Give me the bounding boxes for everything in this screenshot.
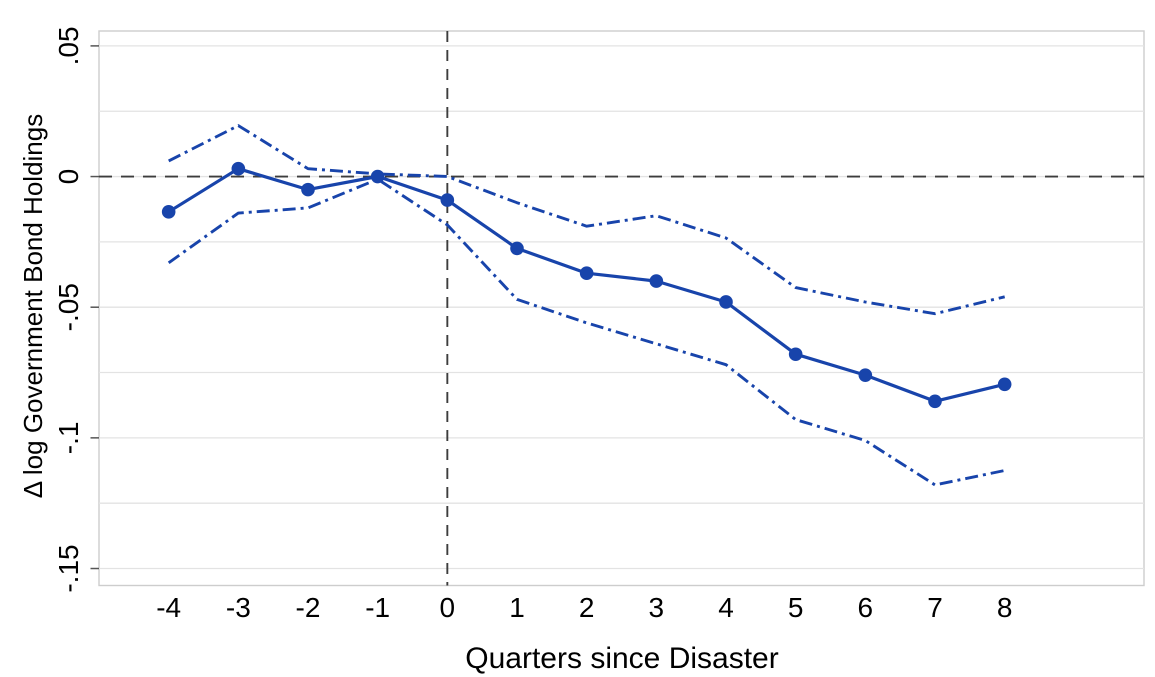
x-tick-label: 8	[997, 592, 1013, 623]
ci-upper-line	[168, 124, 1006, 316]
data-point-marker	[858, 368, 873, 382]
x-tick-label: 3	[649, 592, 665, 623]
plot-frame	[98, 30, 1145, 587]
x-tick-label: 6	[858, 592, 874, 623]
data-point-marker	[649, 274, 664, 288]
x-tick-label: -4	[156, 592, 181, 623]
data-point-marker	[719, 295, 733, 309]
point-estimate-line	[167, 167, 1006, 403]
x-tick-label: 1	[509, 592, 525, 623]
x-tick-label: 2	[579, 592, 595, 623]
x-tick-label: 4	[718, 592, 734, 623]
x-tick-label: 7	[927, 592, 943, 623]
data-point-marker	[788, 347, 803, 362]
data-point-marker	[510, 241, 524, 256]
x-tick-label: -3	[226, 592, 251, 623]
data-point-marker	[579, 266, 594, 281]
y-tick-label: -.15	[53, 544, 84, 592]
x-axis-title: Quarters since Disaster	[465, 642, 779, 675]
data-point-marker	[231, 161, 246, 176]
data-point-marker	[161, 205, 176, 219]
x-tick-label: -2	[296, 592, 321, 623]
data-point-marker	[370, 169, 385, 184]
x-tick-label: 0	[440, 592, 456, 623]
x-tick-label: -1	[365, 592, 390, 623]
x-tick-label: 5	[788, 592, 804, 623]
data-point-marker	[997, 377, 1012, 392]
y-tick-label: -.1	[53, 422, 84, 455]
data-point-marker	[928, 394, 942, 409]
y-axis-title: Δ log Government Bond Holdings	[18, 113, 48, 499]
y-tick-label: -.05	[53, 283, 84, 331]
y-tick-label: .05	[53, 26, 84, 65]
y-tick-label: 0	[53, 169, 84, 185]
data-point-marker	[440, 193, 455, 207]
data-point-marker	[301, 182, 315, 197]
